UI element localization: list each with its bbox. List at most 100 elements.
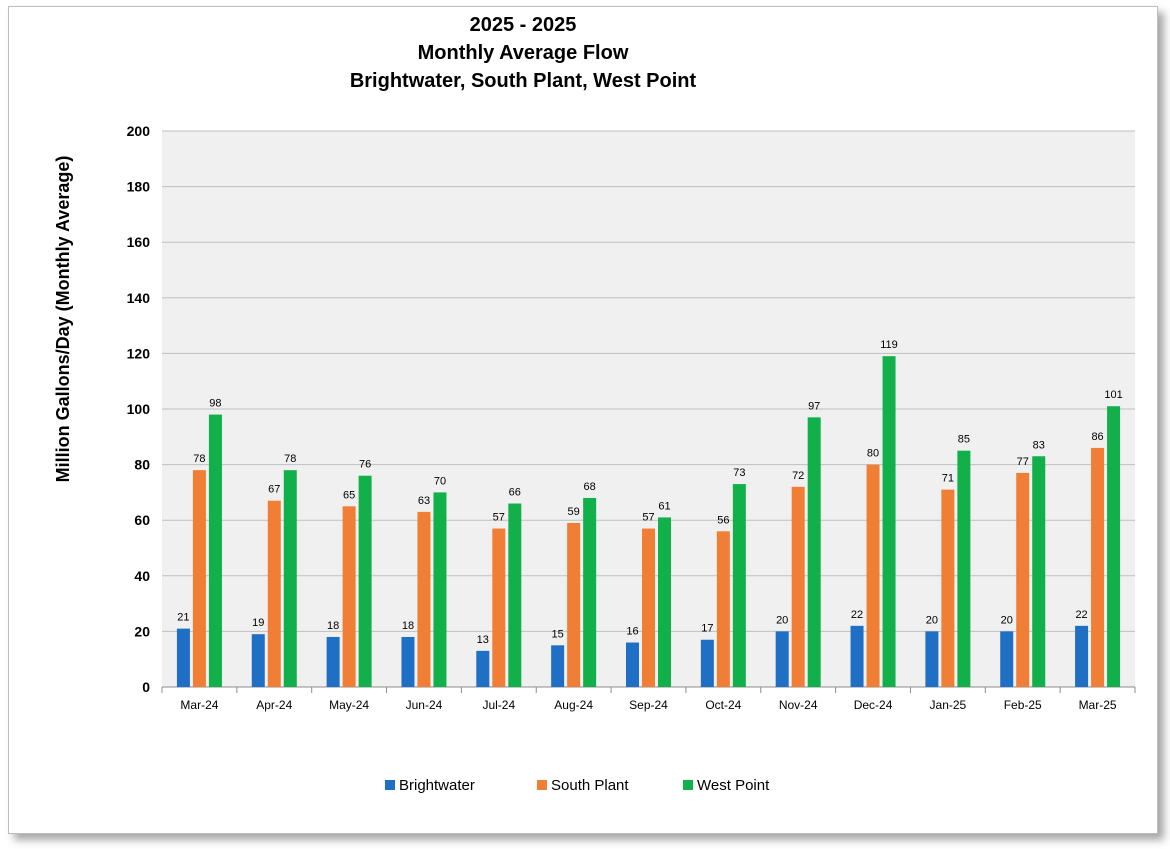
x-tick-label: May-24 bbox=[329, 698, 369, 712]
bar-south-plant bbox=[642, 528, 655, 687]
data-label: 71 bbox=[942, 473, 954, 485]
bar-south-plant bbox=[1016, 472, 1030, 687]
y-tick-label: 180 bbox=[127, 179, 151, 195]
data-label: 67 bbox=[268, 484, 280, 496]
x-axis: Mar-24 Apr-24 May-24 Jun-24 Jul-24 Aug-24 Sep-… bbox=[161, 686, 1136, 712]
legend-swatch-brightwater bbox=[385, 780, 395, 790]
data-label: 20 bbox=[926, 614, 938, 626]
bar-west-point bbox=[283, 470, 297, 687]
bar-west-point bbox=[957, 450, 971, 687]
data-label: 63 bbox=[418, 495, 430, 507]
data-label: 13 bbox=[477, 634, 489, 646]
x-tick-label: Apr-24 bbox=[256, 698, 292, 712]
x-tick-label: Mar-25 bbox=[1079, 698, 1117, 712]
data-label: 15 bbox=[552, 628, 564, 640]
bar-west-point bbox=[508, 503, 522, 687]
bar-south-plant bbox=[192, 470, 206, 687]
data-label: 18 bbox=[402, 620, 414, 632]
chart-title-line-1: 2025 - 2025 bbox=[470, 14, 577, 36]
bar-south-plant bbox=[417, 511, 431, 687]
data-label: 18 bbox=[327, 620, 339, 632]
y-tick-label: 40 bbox=[134, 568, 150, 584]
bar-south-plant bbox=[267, 500, 281, 687]
bar-west-point bbox=[583, 497, 597, 687]
bar-brightwater bbox=[551, 645, 565, 687]
data-label: 70 bbox=[434, 475, 446, 487]
y-tick-label: 0 bbox=[142, 679, 150, 695]
bar-brightwater bbox=[850, 625, 864, 687]
x-tick-label: Sep-24 bbox=[629, 698, 668, 712]
chart-title-line-3: Brightwater, South Plant, West Point bbox=[350, 70, 697, 92]
bar-brightwater bbox=[925, 631, 939, 687]
x-tick-label: Jan-25 bbox=[930, 698, 967, 712]
data-label: 85 bbox=[958, 434, 970, 446]
bar-south-plant bbox=[866, 464, 880, 687]
data-label: 68 bbox=[584, 481, 596, 493]
chart-title-line-2: Monthly Average Flow bbox=[418, 42, 629, 64]
bars bbox=[176, 356, 1121, 687]
x-tick-label: Nov-24 bbox=[779, 698, 818, 712]
data-label: 56 bbox=[717, 514, 729, 526]
data-label: 20 bbox=[776, 614, 788, 626]
y-tick-label: 200 bbox=[127, 123, 151, 139]
data-label: 73 bbox=[733, 467, 745, 479]
data-label: 57 bbox=[642, 512, 654, 524]
y-axis-ticks: 0 20 40 60 80 100 120 140 160 180 200 bbox=[127, 123, 151, 695]
bar-south-plant bbox=[791, 486, 805, 687]
bar-brightwater bbox=[626, 642, 639, 687]
y-tick-label: 100 bbox=[127, 401, 151, 417]
bar-south-plant bbox=[567, 522, 581, 687]
bar-south-plant bbox=[716, 531, 730, 687]
chart-frame: 2025 - 2025 Monthly Average Flow Brightwat… bbox=[8, 6, 1158, 834]
data-label: 21 bbox=[177, 612, 189, 624]
data-label: 101 bbox=[1104, 389, 1122, 401]
data-label: 61 bbox=[658, 500, 670, 512]
data-label: 19 bbox=[252, 617, 264, 629]
data-label: 119 bbox=[880, 339, 898, 351]
data-label: 22 bbox=[1075, 609, 1087, 621]
data-label: 20 bbox=[1001, 614, 1013, 626]
bar-south-plant bbox=[342, 506, 356, 687]
legend-label-west-point: West Point bbox=[697, 777, 770, 794]
x-tick-label: Aug-24 bbox=[554, 698, 593, 712]
bar-west-point bbox=[732, 484, 746, 687]
x-tick-label: Jun-24 bbox=[406, 698, 443, 712]
data-label: 78 bbox=[193, 453, 205, 465]
data-label: 17 bbox=[701, 623, 713, 635]
data-labels: 21 19 18 18 13 15 16 17 20 22 20 20 22 78 67 65 63 57 59 57… bbox=[177, 339, 1122, 646]
bar-brightwater bbox=[476, 650, 490, 687]
data-label: 76 bbox=[359, 459, 371, 471]
bar-west-point bbox=[358, 475, 372, 687]
chart-title: 2025 - 2025 Monthly Average Flow Brightwat… bbox=[350, 14, 697, 92]
bar-west-point bbox=[208, 414, 222, 687]
data-label: 97 bbox=[808, 400, 820, 412]
x-tick-label: Feb-25 bbox=[1004, 698, 1042, 712]
legend: Brightwater South Plant West Point bbox=[385, 777, 770, 794]
y-tick-label: 20 bbox=[134, 623, 150, 639]
data-label: 72 bbox=[792, 470, 804, 482]
y-tick-label: 160 bbox=[127, 234, 151, 250]
data-label: 59 bbox=[568, 506, 580, 518]
x-tick-label: Dec-24 bbox=[854, 698, 893, 712]
bar-west-point bbox=[433, 492, 447, 687]
bar-chart: 2025 - 2025 Monthly Average Flow Brightwat… bbox=[53, 14, 1136, 794]
data-label: 65 bbox=[343, 489, 355, 501]
bar-west-point bbox=[882, 356, 896, 687]
bar-brightwater bbox=[1075, 625, 1089, 687]
legend-label-south-plant: South Plant bbox=[551, 777, 629, 794]
bar-brightwater bbox=[176, 628, 190, 687]
legend-swatch-south-plant bbox=[537, 780, 547, 790]
data-label: 78 bbox=[284, 453, 296, 465]
bar-west-point bbox=[658, 517, 671, 687]
data-label: 77 bbox=[1017, 456, 1029, 468]
bar-south-plant bbox=[1091, 447, 1105, 687]
data-label: 86 bbox=[1091, 431, 1103, 443]
bar-west-point bbox=[807, 417, 821, 687]
bar-brightwater bbox=[1000, 631, 1014, 687]
y-tick-label: 60 bbox=[134, 512, 150, 528]
data-label: 57 bbox=[493, 512, 505, 524]
bar-south-plant bbox=[492, 528, 506, 687]
y-tick-label: 80 bbox=[134, 457, 150, 473]
data-label: 83 bbox=[1033, 439, 1045, 451]
data-label: 98 bbox=[209, 398, 221, 410]
